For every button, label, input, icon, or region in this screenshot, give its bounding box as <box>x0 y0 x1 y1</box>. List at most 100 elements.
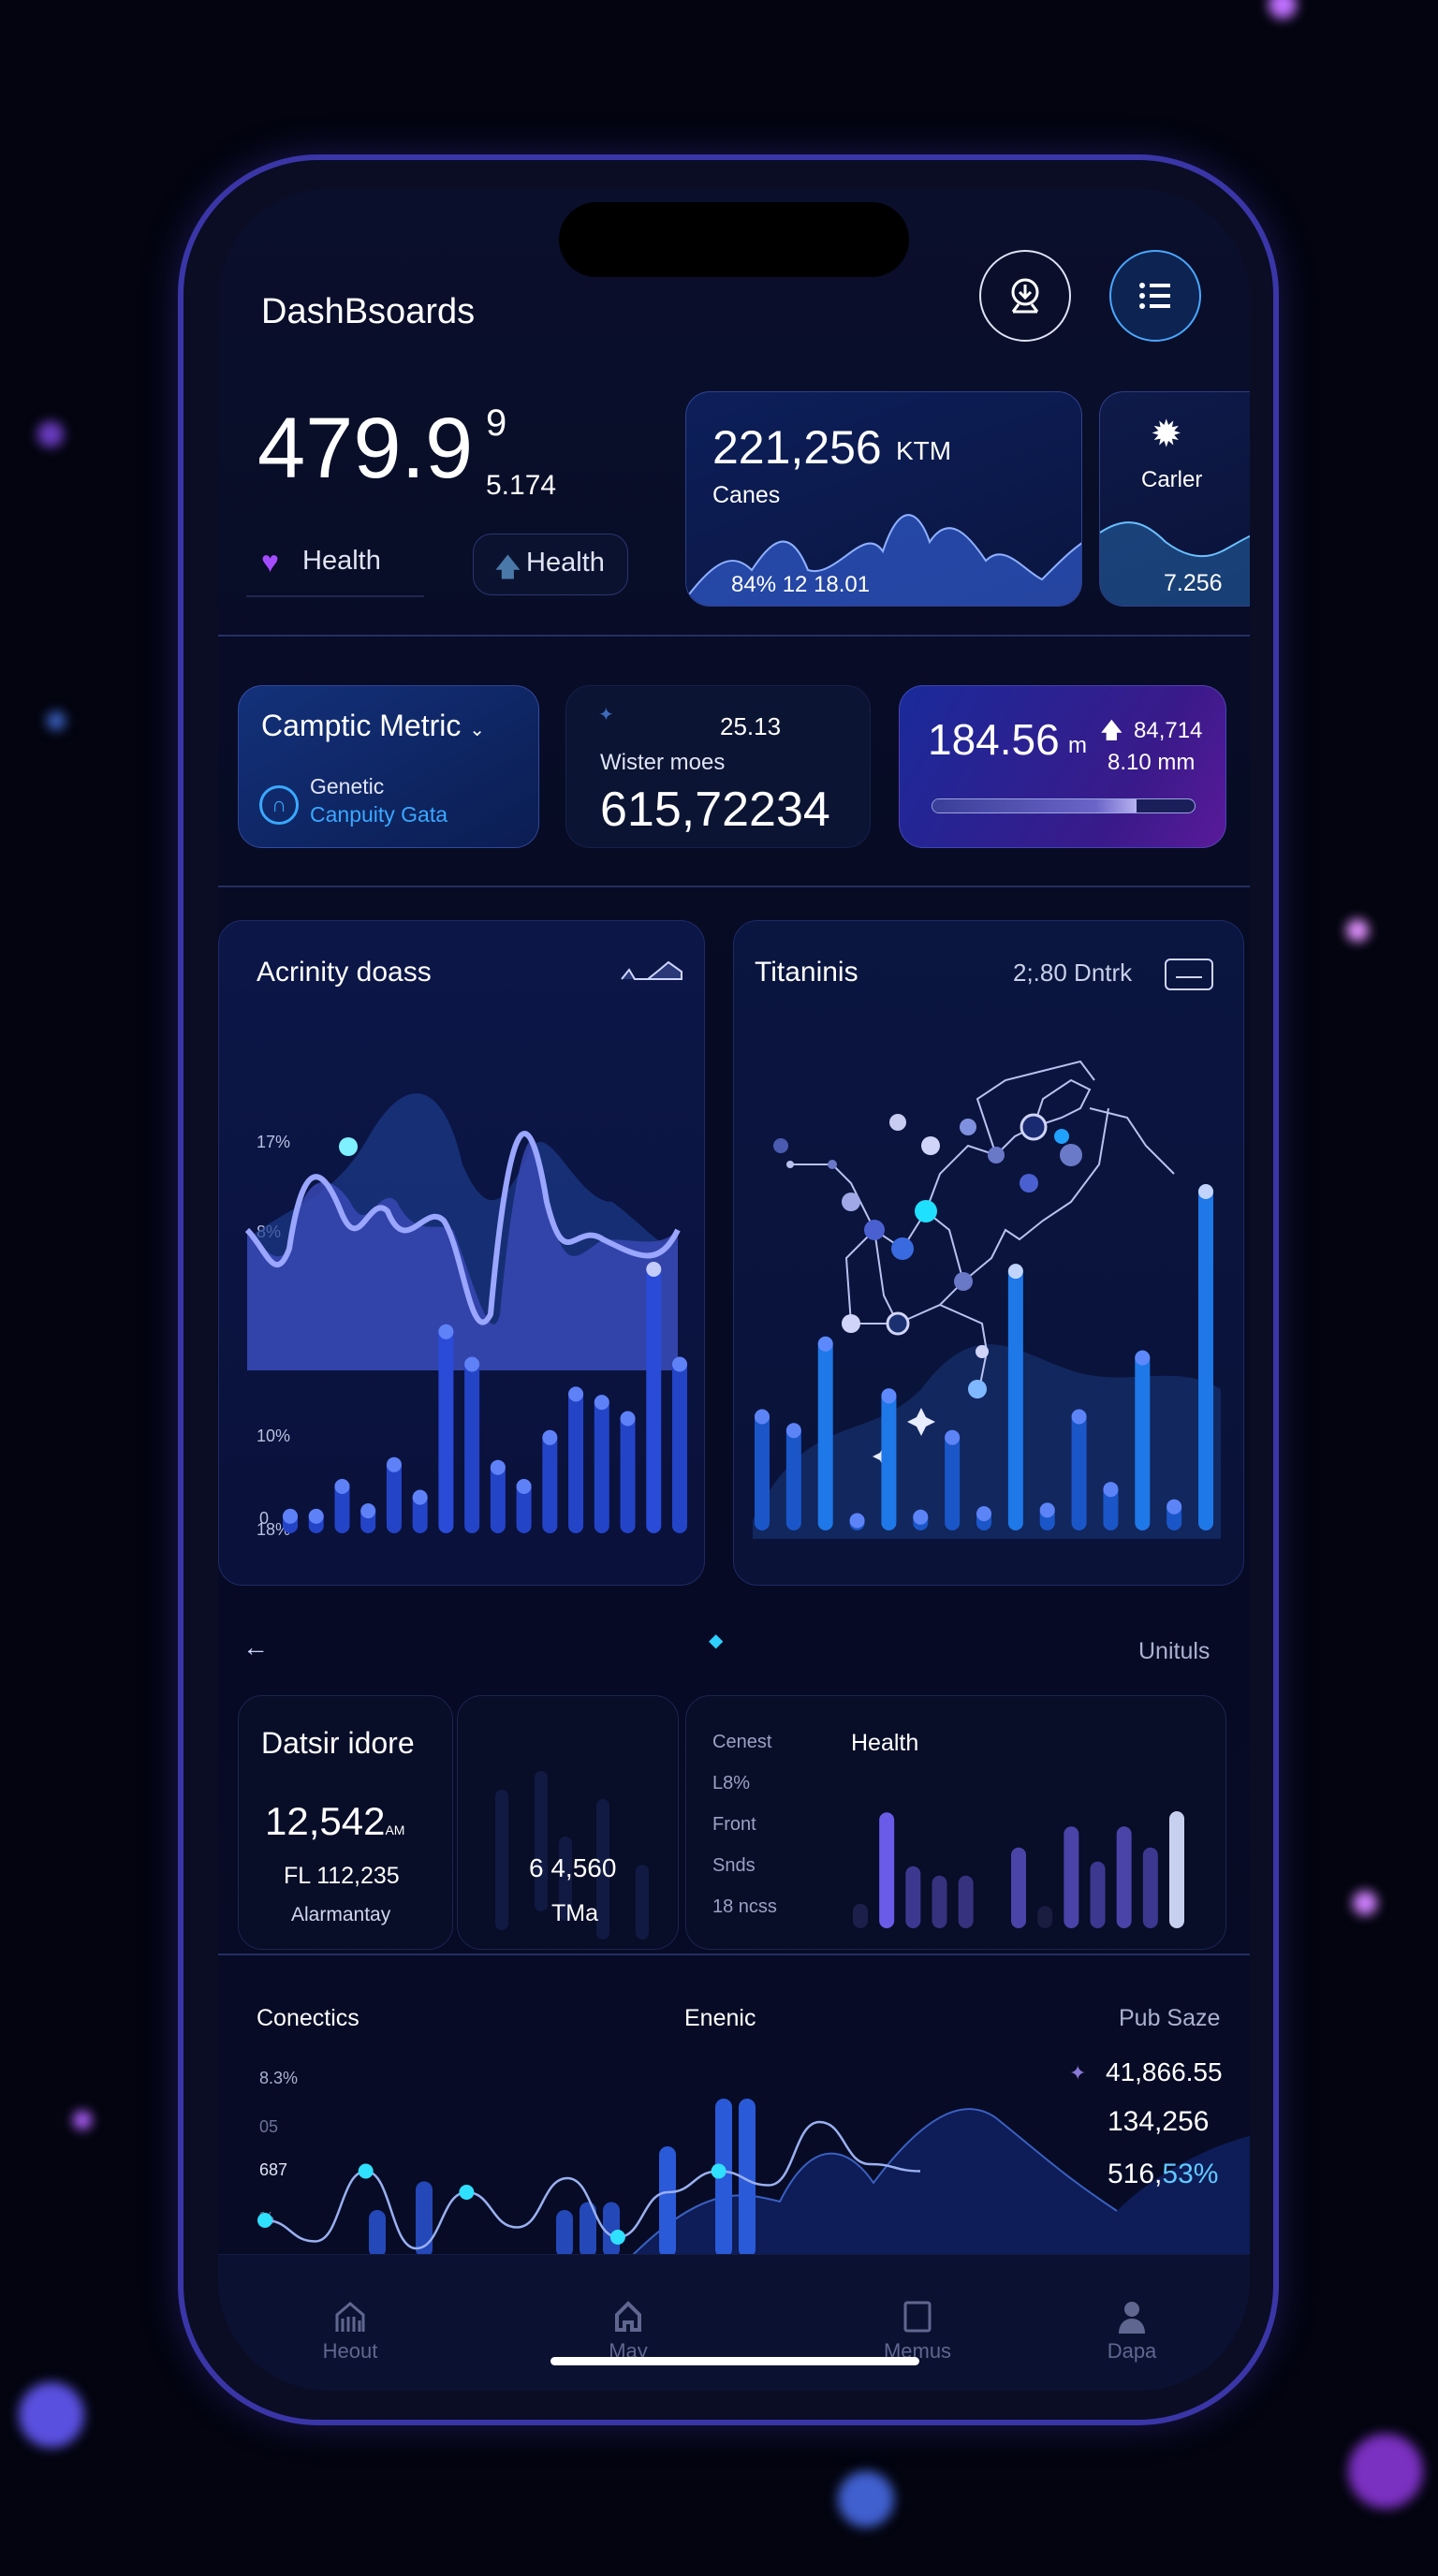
titaninis-bar-cap <box>1135 1350 1151 1366</box>
activity-bar <box>594 1395 609 1533</box>
tma-card[interactable]: 6 4,560 TMa <box>457 1695 679 1950</box>
mini-trend-icon <box>621 960 682 980</box>
camptic-title-dropdown[interactable]: Camptic Metric ⌄ <box>261 709 485 743</box>
titaninis-bar-cap <box>785 1423 801 1439</box>
activity-bar-cap <box>542 1429 558 1445</box>
activity-bar-cap <box>516 1479 532 1494</box>
hero-sub-value: 5.174 <box>486 470 557 501</box>
health-pill-button[interactable]: 🡅 Health <box>473 534 628 595</box>
health-label: 18 ncss <box>712 1896 777 1917</box>
titaninis-bar-cap <box>1071 1409 1087 1425</box>
y-axis-label: 687 <box>259 2160 288 2179</box>
activity-bar <box>386 1456 402 1533</box>
camptic-sub2: Canpuity Gata <box>310 802 448 827</box>
back-arrow-button[interactable]: ← <box>242 1632 269 1661</box>
titaninis-bar <box>755 1409 770 1530</box>
section-divider <box>218 1954 1250 1955</box>
titaninis-bar-cap <box>881 1388 897 1404</box>
conectics-title: Conectics <box>257 2005 360 2031</box>
camptic-metric-card[interactable]: Camptic Metric ⌄ ∩ Genetic Canpuity Gata <box>238 685 539 848</box>
activity-bar <box>672 1356 687 1533</box>
download-button[interactable] <box>979 250 1071 342</box>
conectics-point <box>459 2185 475 2200</box>
health-bar <box>1064 1826 1079 1928</box>
health-bar <box>1169 1811 1184 1928</box>
titaninis-bar <box>1198 1184 1213 1530</box>
bokeh-dot <box>1269 0 1297 19</box>
y-axis-zero: 0 <box>259 1509 270 1528</box>
carler-wave <box>1100 521 1250 606</box>
home-icon <box>615 2301 641 2332</box>
tma-ghost-bars <box>495 1771 649 1939</box>
activity-chart <box>244 1093 687 1533</box>
menu-button[interactable] <box>1109 250 1201 342</box>
activity-bar-cap <box>672 1356 687 1372</box>
health-label: Snds <box>712 1855 756 1876</box>
carler-card[interactable]: ✹ Carler 7.256 <box>1099 391 1250 607</box>
molecule-nodes <box>773 1113 1082 1398</box>
health-bar <box>1090 1861 1106 1928</box>
distance-card[interactable]: 184.56 m 🡅 84,714 8.10 mm <box>899 685 1226 848</box>
titaninis-bar <box>945 1429 961 1530</box>
heart-icon: ♥ <box>261 545 279 578</box>
wister-card[interactable]: ✦ 25.13 Wister moes 615,72234 <box>565 685 871 848</box>
titaninis-bar <box>817 1336 833 1530</box>
enenic-title: Enenic <box>684 2005 756 2031</box>
health-bar <box>1142 1847 1158 1928</box>
wister-label: Wister moes <box>600 750 726 775</box>
distance-delta: 84,714 <box>1134 718 1203 743</box>
nav-item-heout[interactable]: Heout <box>275 2300 425 2364</box>
health-bar <box>853 1903 868 1928</box>
tma-label: TMa <box>551 1900 598 1926</box>
minimize-button[interactable] <box>1165 959 1213 990</box>
page-title: DashBsoards <box>261 292 476 331</box>
activity-chart-card[interactable]: Acrinity doass 17% 8% 10% 18% <box>218 920 705 1586</box>
section-divider <box>218 886 1250 887</box>
home-indicator[interactable] <box>550 2357 919 2365</box>
activity-bar <box>464 1356 480 1533</box>
genetic-icon: ∩ <box>259 785 299 825</box>
activity-bar-cap <box>594 1395 609 1411</box>
units-link[interactable]: Unituls <box>1138 1638 1211 1664</box>
gear-icon: ✹ <box>1151 414 1182 455</box>
hero-superscript: 9 <box>486 402 507 444</box>
titaninis-bar-cap <box>817 1336 833 1352</box>
y-axis-label: 18% <box>257 1520 291 1539</box>
distance-unit: m <box>1068 733 1087 758</box>
titaninis-chart-card[interactable]: Titaninis 2;.80 Dntrk <box>733 920 1244 1586</box>
health-bar <box>932 1875 947 1928</box>
canes-card[interactable]: 221,256 KTM Canes 84% 12 18.01 <box>685 391 1082 607</box>
conectics-bar <box>715 2099 732 2258</box>
section-divider <box>218 635 1250 637</box>
health-bar <box>1037 1906 1053 1928</box>
health-underline <box>246 595 424 597</box>
activity-bar-cap <box>412 1489 428 1505</box>
activity-title: Acrinity doass <box>257 957 432 988</box>
activity-bar-cap <box>283 1508 298 1524</box>
titaninis-chart <box>753 1060 1221 1539</box>
health-label: Cenest <box>712 1732 772 1752</box>
wister-top-value: 25.13 <box>720 712 782 740</box>
titaninis-bar <box>1071 1409 1087 1530</box>
stat-accent: 53% <box>1162 2159 1219 2189</box>
health-chart-card[interactable]: Cenest L8% Front Snds 18 ncss Health <box>685 1695 1226 1950</box>
y-axis-label: 8.3% <box>259 2069 299 2087</box>
health-bar <box>905 1866 921 1928</box>
hero-value: 479.9 <box>257 401 474 496</box>
health-bar <box>1011 1847 1026 1928</box>
health-chart <box>853 1811 1184 1928</box>
user-icon <box>1119 2302 1145 2334</box>
conectics-bar <box>556 2210 573 2258</box>
activity-bar <box>542 1429 558 1533</box>
nav-item-may[interactable]: May <box>553 2300 703 2364</box>
nav-item-dapa[interactable]: Dapa <box>1057 2300 1207 2364</box>
page-indicator-diamond-icon: ◆ <box>709 1631 724 1651</box>
datsir-card[interactable]: Datsir idore 12,542AM FL 112,235 Alarman… <box>238 1695 453 1950</box>
nav-item-memus[interactable]: Memus <box>843 2300 992 2364</box>
y-axis-label: 05 <box>259 2117 279 2136</box>
activity-bar <box>568 1386 584 1533</box>
activity-bar-cap <box>620 1411 636 1427</box>
activity-bar <box>620 1411 636 1533</box>
conectics-bar <box>659 2146 676 2258</box>
activity-bar-cap <box>438 1324 454 1339</box>
